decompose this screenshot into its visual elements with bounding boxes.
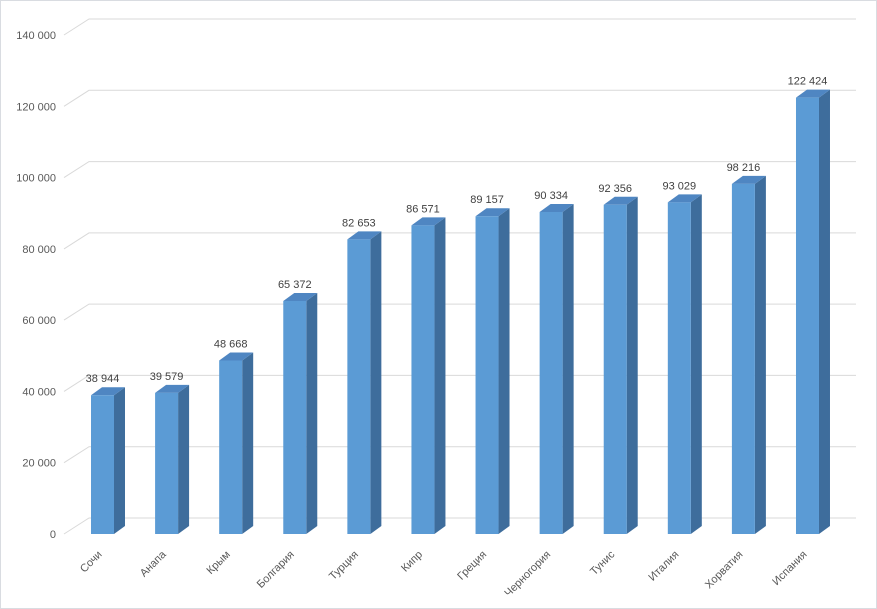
y-axis-tick-label: 120 000 <box>16 101 56 113</box>
gridline <box>63 446 856 464</box>
x-category-label: Хорватия <box>703 549 746 592</box>
bar-top-face <box>347 231 382 240</box>
bar-side-face <box>690 194 702 534</box>
y-axis-tick-label: 140 000 <box>16 30 56 42</box>
bar-top-face <box>155 384 190 393</box>
data-label: 122 424 <box>788 76 828 88</box>
x-category-label: Италия <box>646 549 681 584</box>
bar-front-face <box>795 97 819 534</box>
bar-side-face <box>242 352 254 534</box>
bar-front-face <box>155 392 179 534</box>
x-category-label: Тунис <box>588 548 618 578</box>
bar-side-face <box>562 204 574 534</box>
bar-top-face <box>91 387 125 396</box>
data-label: 98 216 <box>727 162 761 174</box>
y-axis-tick-label: 80 000 <box>22 244 56 256</box>
y-axis-tick-label: 40 000 <box>22 386 56 398</box>
bar <box>219 352 254 534</box>
bar-top-face <box>731 175 766 184</box>
x-category-label: Турция <box>327 549 361 583</box>
data-label: 65 372 <box>278 279 312 291</box>
y-axis-tick-label: 20 000 <box>22 458 56 470</box>
data-label: 48 668 <box>214 339 248 351</box>
bar-side-face <box>818 89 830 534</box>
bar-top-face <box>667 194 702 203</box>
bar <box>539 204 574 534</box>
bar-front-face <box>539 212 563 534</box>
y-axis-tick-label: 0 <box>50 529 56 541</box>
bar <box>411 217 446 534</box>
bar-front-face <box>283 301 307 534</box>
bar-side-face <box>178 384 190 534</box>
bar-front-face <box>411 225 435 534</box>
gridline <box>63 161 856 179</box>
bar-side-face <box>434 217 446 534</box>
gridline <box>63 374 856 392</box>
bar-front-face <box>91 395 114 534</box>
bar <box>475 208 510 534</box>
data-label: 89 157 <box>470 194 504 206</box>
gridline <box>63 303 856 321</box>
x-category-label: Крым <box>205 549 233 577</box>
x-category-label: Испания <box>770 549 809 588</box>
y-axis-tick-label: 60 000 <box>22 315 56 327</box>
bar-front-face <box>731 183 755 534</box>
bar-front-face <box>667 202 691 534</box>
bar <box>155 384 190 534</box>
bar-side-face <box>306 293 318 534</box>
bar-front-face <box>219 360 243 534</box>
x-category-label: Греция <box>455 549 489 583</box>
bar-top-face <box>603 196 638 205</box>
bar-top-face <box>539 204 574 212</box>
bar <box>283 293 318 534</box>
x-category-label: Сочи <box>78 549 105 576</box>
bar-side-face <box>626 196 638 535</box>
data-label: 90 334 <box>534 190 568 202</box>
bar-top-face <box>219 352 254 361</box>
x-category-label: Анапа <box>138 548 169 579</box>
bar-side-face <box>370 231 382 534</box>
data-label: 38 944 <box>86 373 120 385</box>
bar <box>603 196 638 535</box>
bar-top-face <box>411 217 446 226</box>
bar <box>91 387 125 534</box>
x-category-label: Черногория <box>502 549 553 600</box>
data-label: 86 571 <box>406 203 440 215</box>
bar-front-face <box>347 239 371 534</box>
data-label: 93 029 <box>662 180 696 192</box>
gridline <box>63 89 856 107</box>
data-label: 92 356 <box>598 183 632 195</box>
bar-front-face <box>475 216 499 534</box>
bar-front-face <box>603 204 627 535</box>
y-axis-tick-label: 100 000 <box>16 173 56 185</box>
gridline <box>63 18 856 36</box>
bar-top-face <box>475 208 510 217</box>
gridline <box>63 517 856 535</box>
bar <box>667 194 702 534</box>
bar-side-face <box>754 175 766 534</box>
x-category-label: Кипр <box>399 549 425 575</box>
bar-top-face <box>795 89 830 98</box>
gridline <box>63 232 856 250</box>
data-label: 39 579 <box>150 371 184 383</box>
bar <box>731 175 766 534</box>
x-category-label: Болгария <box>255 549 297 591</box>
bar <box>795 89 830 534</box>
bar-side-face <box>498 208 510 534</box>
bar <box>347 231 382 534</box>
bar-top-face <box>283 293 318 301</box>
data-label: 82 653 <box>342 217 376 229</box>
bar-side-face <box>114 387 125 534</box>
